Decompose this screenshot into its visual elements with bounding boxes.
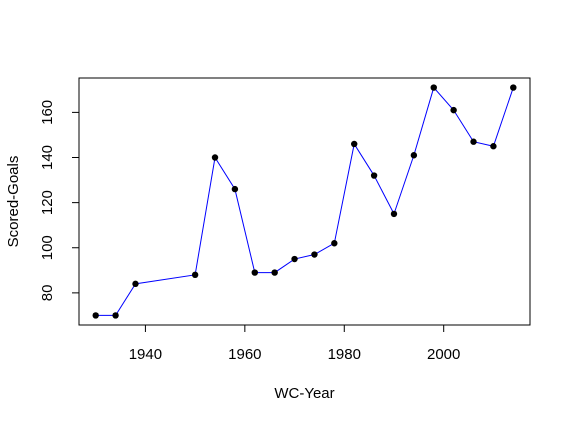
x-tick-label: 1940 (129, 346, 162, 363)
data-point (351, 141, 357, 147)
data-point (431, 84, 437, 90)
data-point (311, 251, 317, 257)
data-point (470, 139, 476, 145)
y-tick-label: 100 (39, 235, 56, 260)
data-point (411, 152, 417, 158)
data-point (112, 312, 118, 318)
x-tick-label: 1960 (228, 346, 261, 363)
data-point (192, 272, 198, 278)
data-point (93, 312, 99, 318)
data-point (510, 84, 516, 90)
data-point (291, 256, 297, 262)
y-tick-label: 120 (39, 190, 56, 215)
y-tick-label: 160 (39, 100, 56, 125)
data-point (450, 107, 456, 113)
data-point (252, 269, 258, 275)
data-point (391, 211, 397, 217)
y-axis: 80 100 120 140 160 (39, 100, 79, 301)
series-layer (93, 84, 517, 318)
y-tick-label: 140 (39, 145, 56, 170)
data-point (490, 143, 496, 149)
data-point (232, 186, 238, 192)
data-point (271, 269, 277, 275)
x-tick-label: 2000 (427, 346, 460, 363)
plot-frame (79, 78, 530, 325)
data-point (371, 172, 377, 178)
x-axis-label: WC-Year (274, 385, 334, 402)
series-line (96, 88, 514, 316)
y-axis-label: Scored-Goals (5, 156, 22, 248)
data-point (212, 154, 218, 160)
x-axis: 1940 1960 1980 2000 (129, 325, 461, 363)
y-tick-label: 80 (39, 285, 56, 302)
data-point (331, 240, 337, 246)
x-tick-label: 1980 (328, 346, 361, 363)
data-point (132, 281, 138, 287)
